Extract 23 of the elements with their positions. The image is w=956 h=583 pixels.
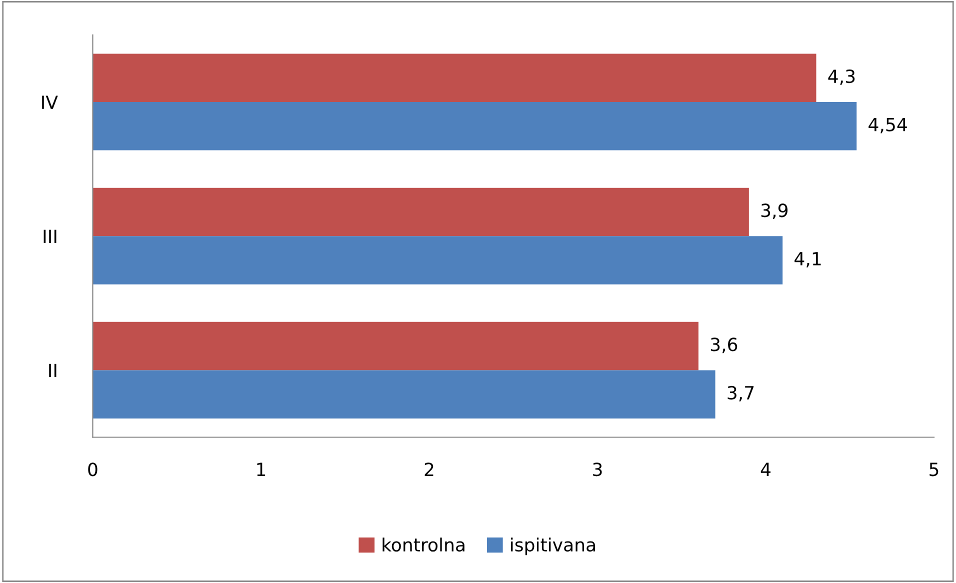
- x-tick-label: 3: [593, 462, 602, 476]
- data-label: 3,7: [728, 386, 754, 402]
- bar: [92, 370, 716, 418]
- y-tick-label: III: [44, 230, 56, 243]
- data-label: 4,1: [794, 252, 821, 268]
- data-label: 3,6: [710, 338, 738, 354]
- y-tick-label: II: [49, 364, 56, 378]
- x-tick-label: 4: [760, 462, 770, 476]
- x-tick-label: 5: [930, 462, 938, 476]
- x-tick-label: 0: [88, 462, 98, 476]
- bar: [92, 236, 783, 284]
- data-label: 3,9: [761, 204, 788, 220]
- data-label: 4,3: [828, 69, 855, 85]
- data-label: 4,54: [868, 118, 907, 134]
- legend-label: kontrolna: [382, 538, 464, 552]
- y-tick-label: IV: [42, 96, 58, 109]
- bar: [92, 102, 857, 150]
- x-tick-label: 2: [424, 462, 434, 476]
- x-tick-label: 1: [257, 462, 266, 476]
- bar: [92, 188, 749, 236]
- legend-label: ispitivana: [511, 538, 595, 556]
- bar: [92, 54, 816, 102]
- bar: [92, 322, 698, 370]
